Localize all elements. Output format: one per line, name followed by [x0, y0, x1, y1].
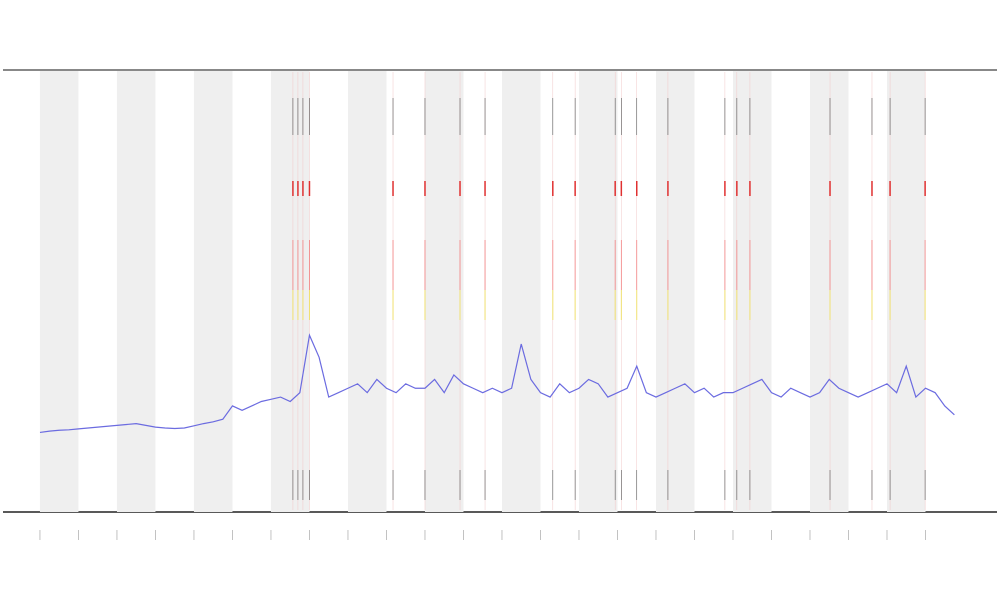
shaded-span [655, 71, 695, 512]
shaded-span [732, 71, 772, 512]
shaded-span [424, 71, 464, 512]
shaded-span [116, 71, 156, 512]
shaded-span [578, 71, 618, 512]
shaded-span [270, 71, 310, 512]
shaded-span [347, 71, 387, 512]
shaded-span [501, 71, 541, 512]
shaded-span [193, 71, 233, 512]
shaded-span [886, 71, 926, 512]
data-line [39, 333, 955, 434]
shaded-span [809, 71, 849, 512]
shaded-span [39, 71, 79, 512]
